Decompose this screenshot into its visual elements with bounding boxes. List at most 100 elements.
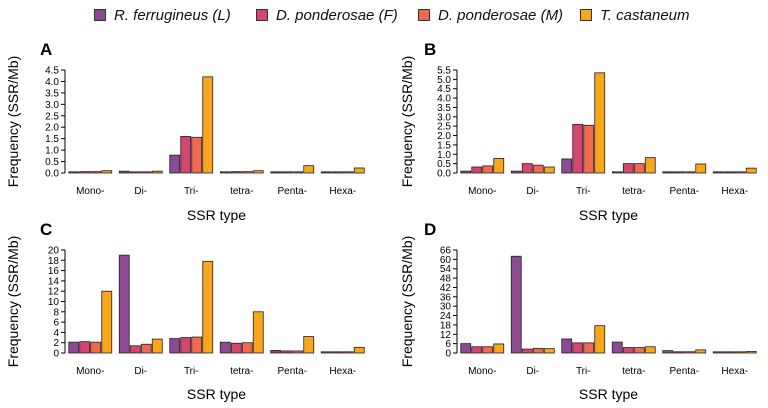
bar-hexa-series-3: [745, 167, 757, 174]
x-tick-label: Tri-: [576, 366, 591, 377]
bar-tri-series-1: [180, 337, 192, 354]
bar-tri-series-3: [594, 325, 606, 354]
y-tick-label: 16: [48, 266, 60, 277]
bar-tri-series-0: [169, 338, 181, 354]
bar-di-series-0: [118, 170, 130, 174]
bar-di-series-0: [510, 255, 522, 354]
y-tick-label: 12: [48, 287, 60, 298]
bar-tetra-series-3: [644, 346, 656, 354]
bar-hexa-series-1: [331, 171, 343, 174]
y-tick-label: 18: [440, 320, 452, 331]
y-tick-label: 1.0: [45, 146, 59, 157]
y-tick-label: 4: [53, 328, 59, 339]
legend-swatch: [256, 9, 268, 21]
bar-tri-series-1: [180, 135, 192, 174]
y-tick-label: 60: [440, 255, 452, 266]
bar-hexa-series-0: [712, 171, 724, 174]
legend-label: D. ponderosae (F): [276, 6, 398, 24]
bar-tri-series-0: [561, 338, 573, 354]
y-tick-label: 0: [53, 349, 59, 360]
legend-swatch: [418, 9, 430, 21]
x-tick-label: Mono-: [468, 186, 496, 197]
bar-hexa-series-1: [331, 351, 343, 354]
y-tick-label: 30: [440, 302, 452, 313]
x-tick-label: Di-: [526, 366, 539, 377]
x-axis-title: SSR type: [579, 386, 638, 402]
y-tick-label: 8: [53, 307, 59, 318]
y-axis-title: Frequency (SSR/Mb): [5, 236, 21, 367]
bar-penta-series-1: [673, 351, 685, 354]
bar-hexa-series-1: [723, 351, 735, 354]
y-axis-title: Frequency (SSR/Mb): [5, 56, 21, 187]
x-tick-label: Penta-: [670, 366, 699, 377]
bar-penta-series-3: [695, 163, 707, 174]
chart-panel-b: B 0.00.51.01.52.02.53.03.54.04.55.05.5 Mon…: [399, 40, 757, 223]
y-tick-label: 4.5: [45, 66, 59, 77]
y-tick-label: 4.0: [437, 94, 451, 105]
bar-di-series-0: [510, 170, 522, 174]
bar-tetra-series-1: [622, 347, 634, 354]
y-tick-label: 10: [48, 297, 60, 308]
legend-label: T. castaneum: [600, 6, 690, 24]
bar-hexa-series-0: [320, 171, 332, 174]
bar-tri-series-3: [202, 76, 214, 174]
x-tick-label: Hexa-: [329, 186, 356, 197]
x-tick-label: Penta-: [278, 366, 307, 377]
bar-mono-series-1: [79, 341, 91, 354]
y-tick-label: 54: [440, 264, 452, 275]
panel-letter: B: [424, 40, 436, 59]
y-tick-label: 2: [53, 338, 59, 349]
bar-mono-series-3: [493, 157, 505, 174]
bar-hexa-series-3: [353, 346, 365, 354]
bar-tetra-series-2: [241, 342, 253, 354]
bar-mono-series-0: [460, 343, 472, 354]
x-tick-label: Penta-: [278, 186, 307, 197]
bar-tetra-series-1: [622, 163, 634, 174]
bar-tri-series-2: [583, 124, 595, 174]
bar-mono-series-0: [460, 170, 472, 174]
y-tick-label: 42: [440, 283, 452, 294]
bar-tri-series-2: [191, 136, 203, 174]
bar-penta-series-0: [662, 350, 674, 354]
x-tick-label: Di-: [526, 186, 539, 197]
bar-tri-series-3: [202, 260, 214, 354]
bar-tetra-series-1: [230, 342, 242, 354]
y-tick-label: 12: [440, 330, 452, 341]
bar-di-series-0: [118, 254, 130, 354]
y-tick-label: 5.5: [437, 66, 451, 77]
chart-panel-a: A 0.00.51.01.52.02.53.03.54.04.5 Mono- Di- T…: [5, 40, 365, 223]
bar-hexa-series-2: [342, 351, 354, 354]
y-tick-label: 1.5: [437, 140, 451, 151]
bar-hexa-series-3: [745, 351, 757, 354]
x-axis-title: SSR type: [187, 207, 246, 223]
y-tick-label: 1.5: [45, 134, 59, 145]
bar-penta-series-0: [270, 350, 282, 354]
bar-di-series-2: [532, 347, 544, 354]
legend-item-t-castaneum: T. castaneum: [580, 4, 690, 26]
bar-tri-series-3: [594, 72, 606, 174]
bar-tetra-series-2: [633, 163, 645, 174]
bar-penta-series-0: [270, 171, 282, 174]
bar-penta-series-0: [662, 171, 674, 174]
bar-tri-series-0: [169, 154, 181, 174]
chart-legend: R. ferrugineus (L) D. ponderosae (F) D. …: [0, 4, 768, 26]
bar-mono-series-3: [101, 170, 113, 174]
bar-penta-series-2: [292, 171, 304, 174]
y-tick-label: 2.0: [45, 123, 59, 134]
y-tick-label: 66: [440, 246, 452, 257]
bar-penta-series-3: [303, 165, 315, 174]
bar-mono-series-2: [482, 346, 494, 354]
bar-tri-series-1: [572, 342, 584, 354]
y-tick-label: 14: [48, 276, 60, 287]
y-tick-label: 4.5: [437, 84, 451, 95]
y-tick-label: 0.5: [45, 157, 59, 168]
bar-mono-series-0: [68, 171, 80, 174]
bar-tetra-series-0: [219, 171, 231, 174]
legend-label: R. ferrugineus (L): [114, 6, 231, 24]
x-tick-label: tetra-: [230, 366, 253, 377]
bar-mono-series-3: [101, 290, 113, 354]
bar-di-series-1: [129, 171, 141, 174]
bar-hexa-series-2: [342, 171, 354, 174]
x-tick-label: Di-: [134, 186, 147, 197]
